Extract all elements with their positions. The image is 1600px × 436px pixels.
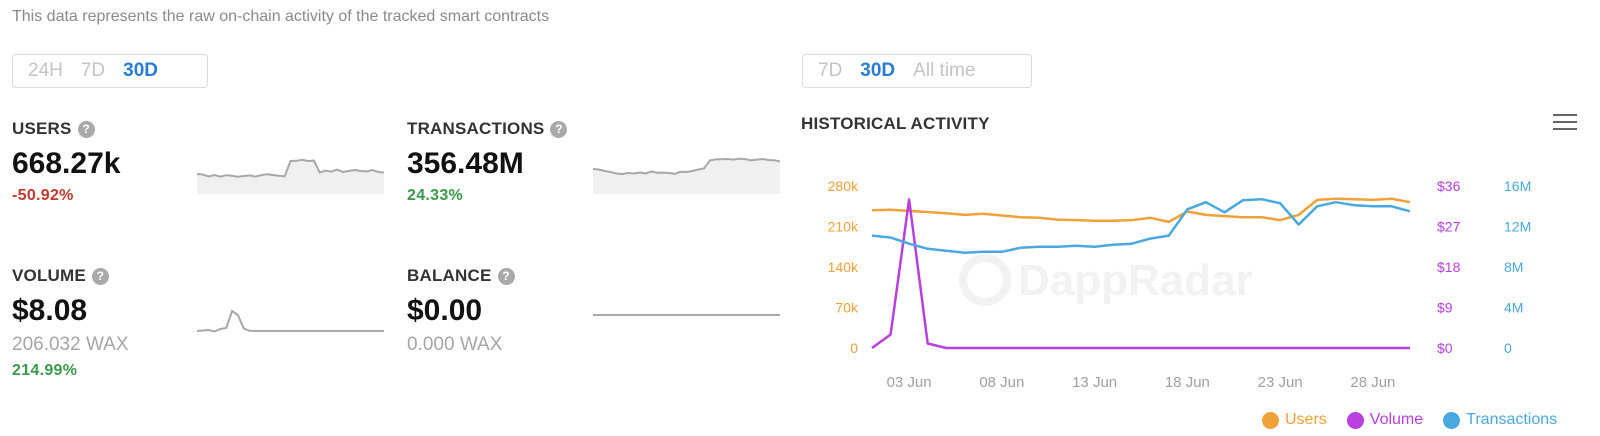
series-line-volume — [871, 198, 1410, 350]
chart-title: HISTORICAL ACTIVITY — [801, 114, 990, 133]
legend-label-volume: Volume — [1369, 411, 1424, 428]
legend-item-users[interactable]: Users — [1262, 411, 1327, 429]
x-tick-label: 28 Jun — [1350, 374, 1395, 391]
transactions-value: 356.48M — [407, 147, 524, 180]
sparkline-line — [197, 309, 384, 333]
question-circle-icon[interactable]: ? — [497, 267, 515, 285]
chart-period-tabs: 7D 30D All time — [802, 54, 1032, 88]
y-tick-label-users: 210k — [828, 219, 859, 235]
y-tick-label-users: 0 — [850, 340, 858, 356]
y-tick-label-users: 140k — [828, 259, 859, 275]
y-tick-label-users: 70k — [835, 300, 859, 316]
historical-activity-chart: DappRadar 0 70k 140k 210k 280k $0 $9 $18 $27 $36 0 4… — [828, 178, 1532, 391]
balance-sparkline — [593, 314, 780, 316]
x-tick-label: 03 Jun — [887, 374, 932, 391]
sparkline-line — [593, 157, 780, 176]
volume-change: 214.99% — [12, 362, 78, 379]
sparkline-area — [593, 158, 780, 194]
sparkline-area — [197, 159, 384, 194]
y-tick-label-volume: $18 — [1437, 259, 1461, 275]
y-tick-label-transactions: 4M — [1504, 300, 1523, 316]
users-metric: USERS ? 668.27k -50.92% — [12, 119, 120, 205]
legend-label-transactions: Transactions — [1466, 411, 1558, 428]
tab-30d[interactable]: 30D — [123, 60, 159, 81]
y-tick-label-volume: $27 — [1437, 219, 1461, 235]
balance-wax-value: 0.000 WAX — [407, 334, 503, 355]
legend-item-volume[interactable]: Volume — [1346, 411, 1424, 429]
legend-dot-transactions — [1443, 411, 1461, 429]
transactions-label: TRANSACTIONS — [407, 119, 545, 138]
volume-sparkline — [197, 309, 384, 333]
y-tick-label-volume: $9 — [1437, 300, 1453, 316]
volume-metric: VOLUME ? $8.08 206.032 WAX 214.99% — [12, 266, 129, 380]
legend-label-users: Users — [1285, 411, 1327, 428]
sparkline-line — [197, 158, 384, 178]
users-sparkline — [197, 158, 384, 194]
tab-7d[interactable]: 7D — [80, 60, 106, 81]
tab-24h[interactable]: 24H — [28, 60, 63, 81]
legend-dot-users — [1262, 411, 1279, 429]
tab-30d[interactable]: 30D — [860, 60, 896, 81]
left-period-tabs: 24H 7D 30D — [12, 54, 208, 88]
x-tick-label: 23 Jun — [1258, 374, 1303, 391]
watermark-logo — [959, 254, 1011, 306]
y-tick-label-transactions: 8M — [1504, 259, 1523, 275]
volume-wax-value: 206.032 WAX — [12, 334, 129, 355]
y-tick-label-transactions: 16M — [1504, 178, 1531, 194]
legend-dot-volume — [1346, 411, 1364, 429]
tab-7d[interactable]: 7D — [818, 60, 843, 81]
y-tick-label-volume: $0 — [1437, 340, 1453, 356]
series-line-users — [871, 197, 1411, 224]
hamburger-menu-icon[interactable] — [1553, 112, 1577, 132]
question-circle-icon[interactable]: ? — [550, 120, 568, 138]
volume-value: $8.08 — [12, 294, 88, 327]
series-line-transactions — [871, 197, 1411, 255]
balance-metric: BALANCE ? $0.00 0.000 WAX — [407, 266, 515, 356]
tab-all-time[interactable]: All time — [913, 60, 976, 81]
users-change: -50.92% — [12, 187, 74, 204]
page-subtitle: This data represents the raw on-chain ac… — [12, 8, 550, 25]
y-tick-label-transactions: 0 — [1504, 340, 1512, 356]
volume-label: VOLUME — [12, 266, 86, 285]
question-circle-icon[interactable]: ? — [77, 120, 95, 138]
transactions-change: 24.33% — [407, 187, 464, 204]
question-circle-icon[interactable]: ? — [91, 267, 109, 285]
legend-item-transactions[interactable]: Transactions — [1443, 411, 1557, 429]
chart-legend: Users Volume Transactions — [1262, 411, 1557, 429]
transactions-sparkline — [593, 157, 780, 194]
x-tick-label: 08 Jun — [979, 374, 1024, 391]
y-tick-label-transactions: 12M — [1504, 219, 1531, 235]
y-tick-label-users: 280k — [828, 178, 859, 194]
users-label: USERS — [12, 119, 72, 138]
transactions-metric: TRANSACTIONS ? 356.48M 24.33% — [407, 119, 568, 205]
users-value: 668.27k — [12, 147, 121, 180]
balance-label: BALANCE — [407, 266, 492, 285]
x-tick-label: 18 Jun — [1165, 374, 1210, 391]
y-tick-label-volume: $36 — [1437, 178, 1461, 194]
watermark-text: DappRadar — [1018, 256, 1253, 305]
balance-value: $0.00 — [407, 294, 483, 327]
x-tick-label: 13 Jun — [1072, 374, 1117, 391]
